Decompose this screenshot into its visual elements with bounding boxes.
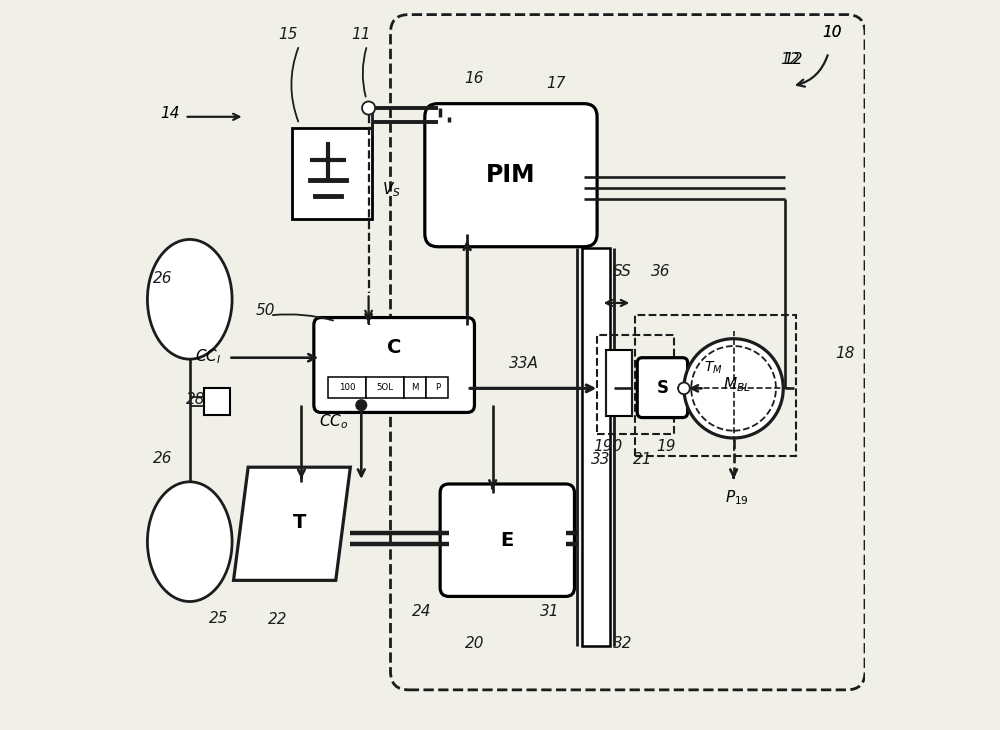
Text: 17: 17 [546, 77, 566, 91]
Text: 26: 26 [153, 272, 172, 286]
Text: 10: 10 [822, 26, 842, 40]
Text: S: S [656, 379, 668, 396]
Text: PIM: PIM [486, 164, 536, 187]
Text: 100: 100 [339, 383, 356, 392]
Text: 50: 50 [255, 303, 275, 318]
Text: 19: 19 [657, 439, 676, 454]
Text: $M_{BL}$: $M_{BL}$ [723, 375, 751, 394]
Text: 36: 36 [651, 264, 670, 279]
Text: 18: 18 [836, 346, 855, 361]
Circle shape [362, 101, 375, 115]
Text: 28: 28 [186, 392, 205, 407]
Text: 31: 31 [540, 604, 559, 618]
Text: 5OL: 5OL [377, 383, 394, 392]
Text: 33: 33 [591, 453, 610, 467]
Text: M: M [412, 383, 419, 392]
Bar [404, 377, 426, 398]
Text: 190: 190 [593, 439, 623, 454]
Text: E: E [501, 531, 514, 550]
Text: 12: 12 [780, 53, 800, 67]
Text: $CC_o$: $CC_o$ [319, 412, 348, 431]
FancyBboxPatch shape [637, 358, 688, 418]
Text: P: P [435, 383, 440, 392]
Text: 33A: 33A [509, 356, 539, 371]
Text: 24: 24 [412, 604, 432, 619]
Text: 21: 21 [633, 453, 652, 467]
Text: 15: 15 [279, 27, 298, 42]
Text: $CC_I$: $CC_I$ [195, 347, 221, 366]
Text: 32: 32 [613, 637, 632, 651]
Text: 25: 25 [209, 611, 229, 626]
Polygon shape [234, 467, 350, 580]
Text: 10: 10 [822, 26, 842, 40]
Bar [426, 377, 448, 398]
FancyBboxPatch shape [314, 318, 474, 412]
Bar [204, 388, 230, 415]
Text: 14: 14 [160, 106, 180, 120]
Bar [366, 377, 404, 398]
FancyBboxPatch shape [440, 484, 574, 596]
Text: SS: SS [613, 264, 632, 279]
Ellipse shape [684, 339, 783, 438]
Text: $V_S$: $V_S$ [382, 180, 401, 199]
Ellipse shape [147, 482, 232, 602]
Circle shape [678, 383, 690, 394]
Text: 16: 16 [465, 71, 484, 85]
Text: 26: 26 [153, 451, 172, 466]
Bar [328, 377, 366, 398]
FancyBboxPatch shape [425, 104, 597, 247]
Text: 12: 12 [784, 53, 803, 67]
Text: T: T [293, 512, 306, 532]
FancyArrowPatch shape [797, 55, 828, 87]
Text: $T_M$: $T_M$ [704, 360, 722, 376]
Text: $P_{19}$: $P_{19}$ [725, 488, 749, 507]
Bar [606, 350, 632, 416]
Text: 20: 20 [465, 637, 484, 651]
Text: 22: 22 [268, 612, 287, 626]
Bar [582, 248, 610, 646]
Circle shape [356, 400, 366, 410]
Ellipse shape [147, 239, 232, 359]
Text: C: C [387, 338, 401, 357]
Bar [292, 128, 372, 219]
Text: 11: 11 [352, 27, 371, 42]
